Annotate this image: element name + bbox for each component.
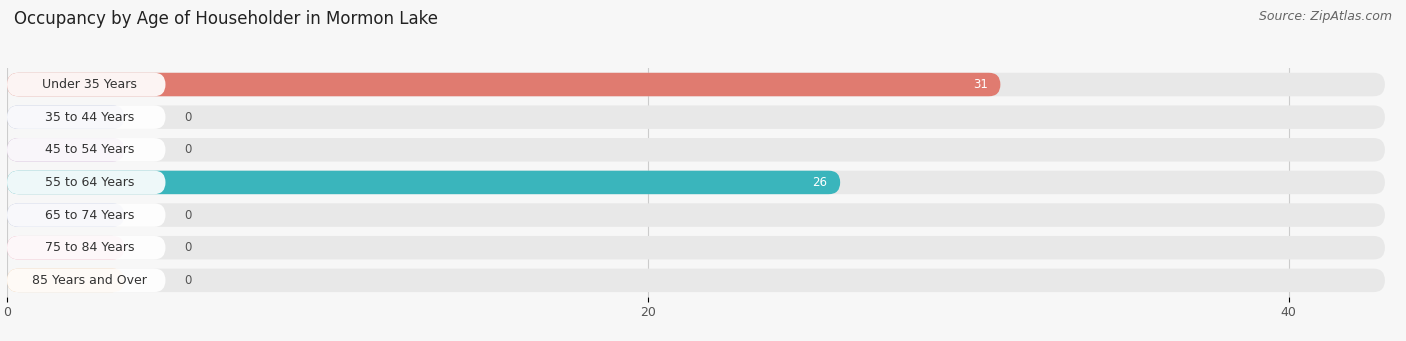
- Text: Source: ZipAtlas.com: Source: ZipAtlas.com: [1258, 10, 1392, 23]
- FancyBboxPatch shape: [7, 269, 166, 292]
- FancyBboxPatch shape: [7, 171, 166, 194]
- Text: Under 35 Years: Under 35 Years: [42, 78, 136, 91]
- Text: 0: 0: [184, 241, 193, 254]
- FancyBboxPatch shape: [7, 105, 124, 129]
- FancyBboxPatch shape: [7, 171, 841, 194]
- Text: 65 to 74 Years: 65 to 74 Years: [45, 209, 134, 222]
- Text: 0: 0: [184, 143, 193, 156]
- FancyBboxPatch shape: [7, 138, 124, 162]
- FancyBboxPatch shape: [7, 138, 166, 162]
- Text: 0: 0: [184, 209, 193, 222]
- FancyBboxPatch shape: [7, 73, 1001, 96]
- FancyBboxPatch shape: [7, 236, 124, 260]
- FancyBboxPatch shape: [7, 203, 1385, 227]
- Text: 31: 31: [973, 78, 987, 91]
- Text: 35 to 44 Years: 35 to 44 Years: [45, 111, 134, 124]
- FancyBboxPatch shape: [7, 203, 166, 227]
- FancyBboxPatch shape: [7, 73, 166, 96]
- FancyBboxPatch shape: [7, 73, 1385, 96]
- Text: 55 to 64 Years: 55 to 64 Years: [45, 176, 134, 189]
- FancyBboxPatch shape: [7, 269, 124, 292]
- Text: 45 to 54 Years: 45 to 54 Years: [45, 143, 134, 156]
- Text: 85 Years and Over: 85 Years and Over: [32, 274, 146, 287]
- FancyBboxPatch shape: [7, 171, 1385, 194]
- Text: 26: 26: [813, 176, 827, 189]
- Text: 0: 0: [184, 111, 193, 124]
- Text: Occupancy by Age of Householder in Mormon Lake: Occupancy by Age of Householder in Mormo…: [14, 10, 439, 28]
- FancyBboxPatch shape: [7, 203, 124, 227]
- FancyBboxPatch shape: [7, 269, 1385, 292]
- Text: 75 to 84 Years: 75 to 84 Years: [45, 241, 134, 254]
- FancyBboxPatch shape: [7, 236, 1385, 260]
- FancyBboxPatch shape: [7, 236, 166, 260]
- Text: 0: 0: [184, 274, 193, 287]
- FancyBboxPatch shape: [7, 105, 166, 129]
- FancyBboxPatch shape: [7, 138, 1385, 162]
- FancyBboxPatch shape: [7, 105, 1385, 129]
